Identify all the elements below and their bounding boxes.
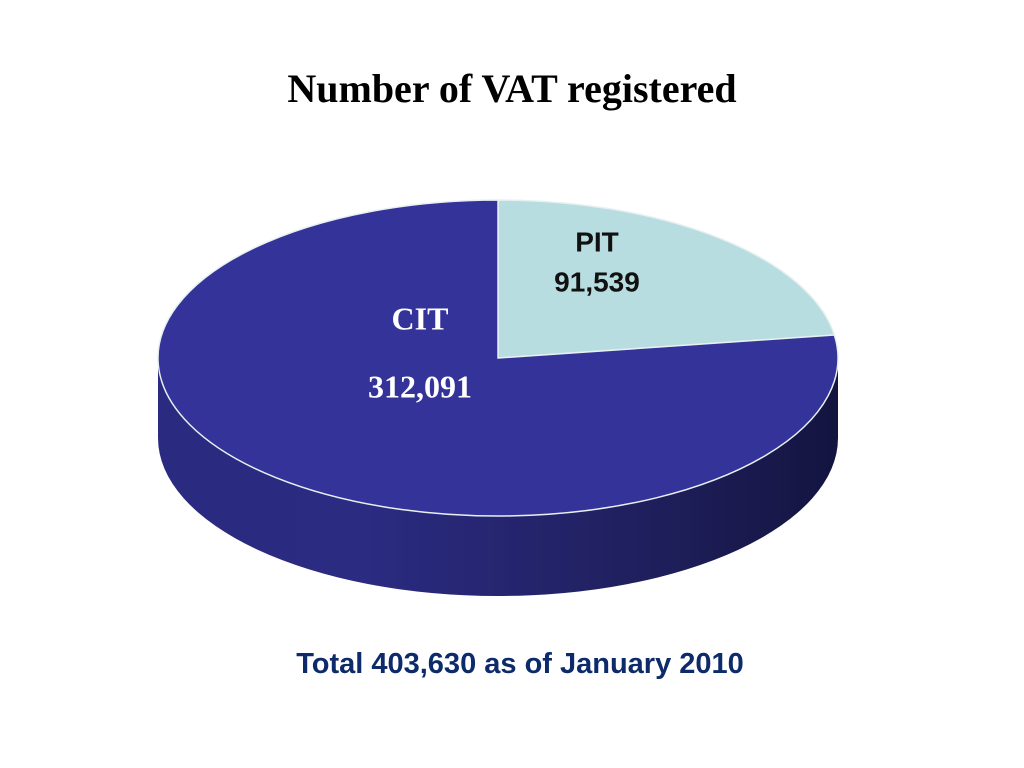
slice-value: 312,091 <box>368 368 472 404</box>
pie-slice <box>157 199 839 517</box>
pie-slice <box>497 199 836 359</box>
pie-side <box>158 358 838 596</box>
footnote: Total 403,630 as of January 2010 <box>296 648 744 680</box>
slice-label: CIT <box>392 300 449 336</box>
slice-value: 91,539 <box>554 266 640 297</box>
slice-label: PIT <box>575 226 619 257</box>
pie: PIT 91,539 CIT 312,091 <box>157 199 839 596</box>
chart-title: Number of VAT registered <box>287 66 736 111</box>
